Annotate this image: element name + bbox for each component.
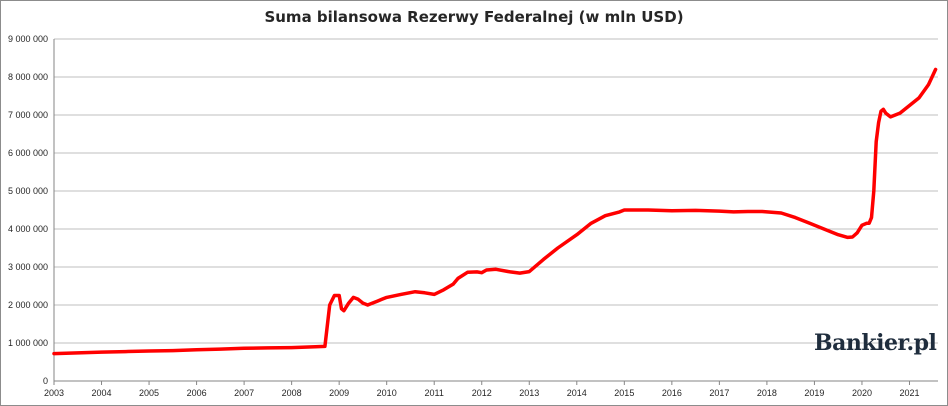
- y-tick-label: 6 000 000: [8, 148, 48, 158]
- x-tick-label: 2015: [614, 388, 634, 398]
- y-tick-label: 2 000 000: [8, 300, 48, 310]
- x-tick-label: 2007: [234, 388, 254, 398]
- chart-title: Suma bilansowa Rezerwy Federalnej (w mln…: [264, 8, 684, 26]
- x-tick-label: 2017: [709, 388, 729, 398]
- gridlines: [54, 38, 938, 344]
- y-tick-labels: 0 1 000 000 2 000 000 3 000 000 4 000 000 5 0…: [8, 34, 48, 386]
- y-tick-label: 8 000 000: [8, 72, 48, 82]
- x-tick-label: 2011: [425, 388, 444, 398]
- x-tick-label: 2005: [139, 388, 159, 398]
- x-tick-label: 2020: [852, 388, 872, 398]
- x-tick-label: 2008: [282, 388, 302, 398]
- x-tick-label: 2003: [44, 388, 64, 398]
- y-tick-label: 0: [43, 376, 48, 386]
- x-tick-label: 2013: [519, 388, 539, 398]
- series-layer: [52, 67, 938, 356]
- x-tick-label: 2004: [92, 388, 112, 398]
- x-tick-label: 2021: [899, 388, 919, 398]
- x-tick-labels: 2003 2004 2005 2006 2007 2008 2009 2010 2011 2012…: [44, 388, 920, 398]
- y-tick-label: 7 000 000: [8, 110, 48, 120]
- axes: [53, 39, 938, 385]
- x-tick-label: 2009: [329, 388, 349, 398]
- y-tick-label: 3 000 000: [8, 262, 48, 272]
- y-tick-label: 1 000 000: [8, 338, 48, 348]
- x-tick-label: 2012: [472, 388, 492, 398]
- y-tick-label: 9 000 000: [8, 34, 48, 44]
- x-tick-label: 2016: [662, 388, 682, 398]
- x-tick-label: 2006: [187, 388, 207, 398]
- x-tick-label: 2014: [567, 388, 587, 398]
- y-tick-label: 4 000 000: [8, 224, 48, 234]
- x-tick-label: 2010: [377, 388, 397, 398]
- x-tick-label: 2018: [757, 388, 777, 398]
- bankier-logo: Bankier.pl: [814, 330, 937, 356]
- series-line-0: [52, 67, 938, 356]
- x-tick-label: 2019: [804, 388, 824, 398]
- y-tick-label: 5 000 000: [8, 186, 48, 196]
